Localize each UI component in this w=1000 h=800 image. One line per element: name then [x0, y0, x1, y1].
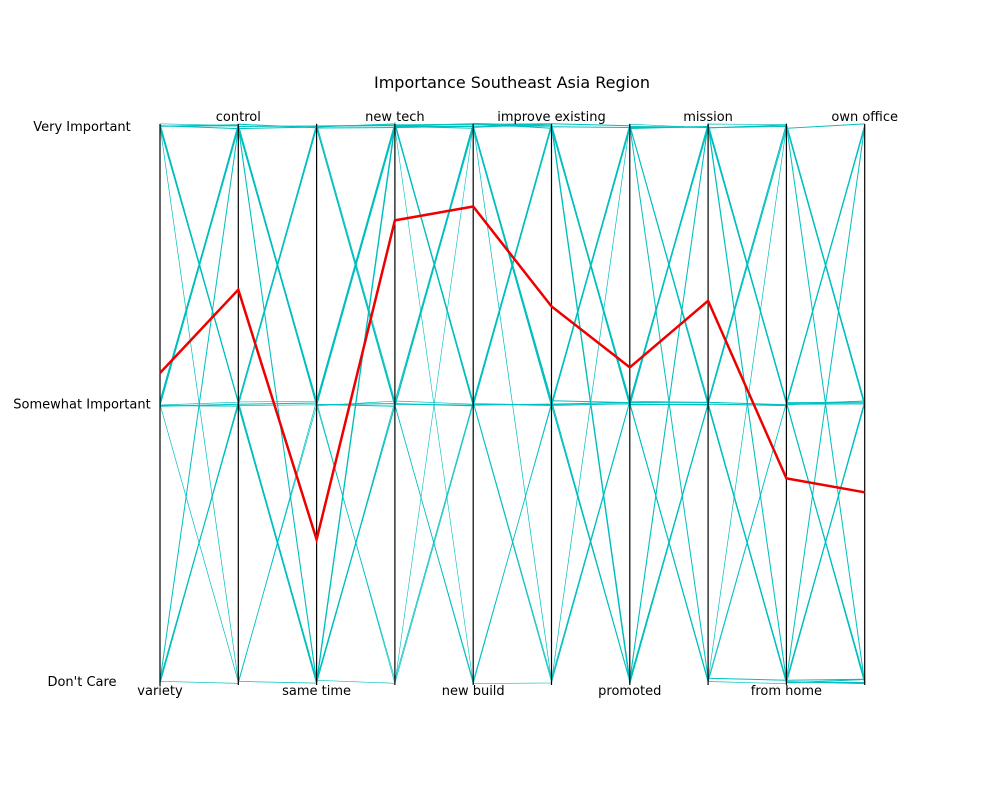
- axis-label-improve-existing: improve existing: [497, 110, 605, 125]
- axes-group: [159, 124, 866, 685]
- background-series-line-26: [159, 122, 866, 680]
- axis-label-own-office: own office: [831, 110, 898, 125]
- highlight-series-line: [159, 205, 865, 545]
- axis-label-variety: variety: [137, 684, 183, 699]
- axis-label-mission: mission: [683, 110, 733, 125]
- background-series-group: [159, 121, 866, 685]
- background-series-line-18: [159, 123, 865, 681]
- axis-label-new-build: new build: [442, 684, 505, 699]
- axis-label-promoted: promoted: [598, 684, 661, 699]
- chart-title: Importance Southeast Asia Region: [374, 73, 650, 92]
- axis-labels-group: variety control same time new tech new build…: [137, 110, 898, 699]
- axis-label-same-time: same time: [282, 684, 351, 699]
- highlight-series-group: [159, 205, 865, 545]
- level-label-don-t-care: Don't Care: [47, 675, 116, 690]
- axis-label-control: control: [216, 110, 261, 125]
- level-label-somewhat-important: Somewhat Important: [13, 398, 150, 413]
- axis-label-new-tech: new tech: [365, 110, 424, 125]
- axis-label-from-home: from home: [751, 684, 822, 699]
- level-labels-group: Don't Care Somewhat Important Very Importa…: [13, 120, 150, 690]
- level-label-very-important: Very Important: [33, 120, 131, 135]
